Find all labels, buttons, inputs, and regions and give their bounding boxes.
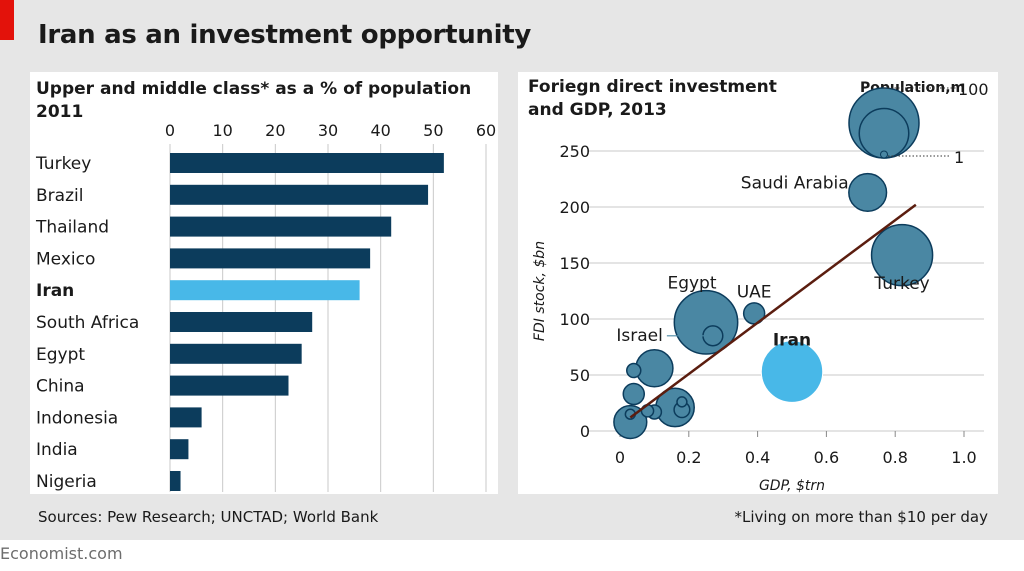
brand-red-tab xyxy=(0,0,14,40)
bar xyxy=(170,184,429,205)
bubble-label: Iran xyxy=(773,331,811,351)
y-tick-label: 250 xyxy=(559,142,590,161)
category-label: Brazil xyxy=(36,186,83,206)
bubble xyxy=(635,349,674,388)
bar xyxy=(170,153,444,173)
bubble xyxy=(870,223,934,287)
trend-line xyxy=(629,203,917,419)
x-tick-label: 40 xyxy=(370,121,390,140)
bubble-label: Egypt xyxy=(667,273,716,293)
x-tick-label: 1.0 xyxy=(951,448,976,467)
bar xyxy=(170,280,360,301)
scatter-chart-subtitle: and GDP, 2013 xyxy=(528,100,667,120)
bubble-label: Saudi Arabia xyxy=(741,173,849,193)
bubble xyxy=(626,362,642,379)
bar xyxy=(170,248,371,269)
bubble xyxy=(676,396,688,408)
category-label: Iran xyxy=(36,281,74,301)
page-title: Iran as an investment opportunity xyxy=(38,20,532,50)
brand-label: Economist.com xyxy=(0,544,123,563)
bubble xyxy=(613,404,648,440)
category-label: Egypt xyxy=(36,345,85,365)
bar-chart: Upper and middle class* as a % of popula… xyxy=(35,79,496,492)
legend-min-label: 1 xyxy=(954,148,964,167)
bar-chart-subtitle: 2011 xyxy=(36,102,83,122)
category-label: India xyxy=(36,440,78,460)
category-label: Thailand xyxy=(35,218,109,238)
y-tick-label: 150 xyxy=(559,254,590,273)
y-tick-label: 100 xyxy=(559,310,590,329)
category-label: Mexico xyxy=(36,249,95,269)
x-tick-label: 0.4 xyxy=(745,448,770,467)
y-tick-label: 0 xyxy=(580,422,590,441)
bar xyxy=(170,343,302,364)
bubble xyxy=(848,172,888,213)
y-axis-title: FDI stock, $bn xyxy=(532,241,548,341)
scatter-chart-panel: Foriegn direct investment and GDP, 2013 0 5… xyxy=(518,72,998,494)
x-tick-label: 60 xyxy=(476,121,496,140)
bar xyxy=(170,439,189,460)
category-label: Indonesia xyxy=(36,408,118,428)
legend-max-label: 100 xyxy=(958,80,989,99)
x-tick-label: 20 xyxy=(265,121,285,140)
bar xyxy=(170,216,392,237)
scatter-chart: Foriegn direct investment and GDP, 2013 0 5… xyxy=(528,77,989,494)
footnote: *Living on more than $10 per day xyxy=(734,508,988,526)
bar xyxy=(170,407,202,428)
x-tick-label: 0.8 xyxy=(882,448,907,467)
y-tick-label: 200 xyxy=(559,198,590,217)
bar xyxy=(170,471,181,491)
bar-chart-panel: Upper and middle class* as a % of popula… xyxy=(30,72,498,494)
bubble xyxy=(622,382,646,406)
scatter-chart-title: Foriegn direct investment xyxy=(528,77,777,97)
y-tick-label: 50 xyxy=(570,366,590,385)
x-tick-label: 0 xyxy=(615,448,625,467)
bubble-label: UAE xyxy=(737,282,772,302)
x-tick-label: 0.2 xyxy=(676,448,701,467)
x-tick-label: 50 xyxy=(423,121,443,140)
x-tick-label: 0 xyxy=(165,121,175,140)
bar xyxy=(170,375,289,396)
category-label: Nigeria xyxy=(36,472,97,492)
bubble-label: Turkey xyxy=(873,274,929,294)
legend-bubble-small xyxy=(880,150,888,159)
x-tick-label: 0.6 xyxy=(814,448,839,467)
category-label: Turkey xyxy=(35,154,91,174)
x-tick-label: 10 xyxy=(212,121,232,140)
x-axis-title: GDP, $trn xyxy=(759,478,825,494)
x-tick-label: 30 xyxy=(318,121,338,140)
bubble-label: Israel xyxy=(616,326,662,346)
bar xyxy=(170,312,313,332)
bubble xyxy=(760,340,824,403)
category-label: South Africa xyxy=(36,313,139,333)
sources-note: Sources: Pew Research; UNCTAD; World Ban… xyxy=(38,508,379,526)
category-label: China xyxy=(36,377,85,397)
bar-chart-title: Upper and middle class* as a % of popula… xyxy=(36,79,471,99)
